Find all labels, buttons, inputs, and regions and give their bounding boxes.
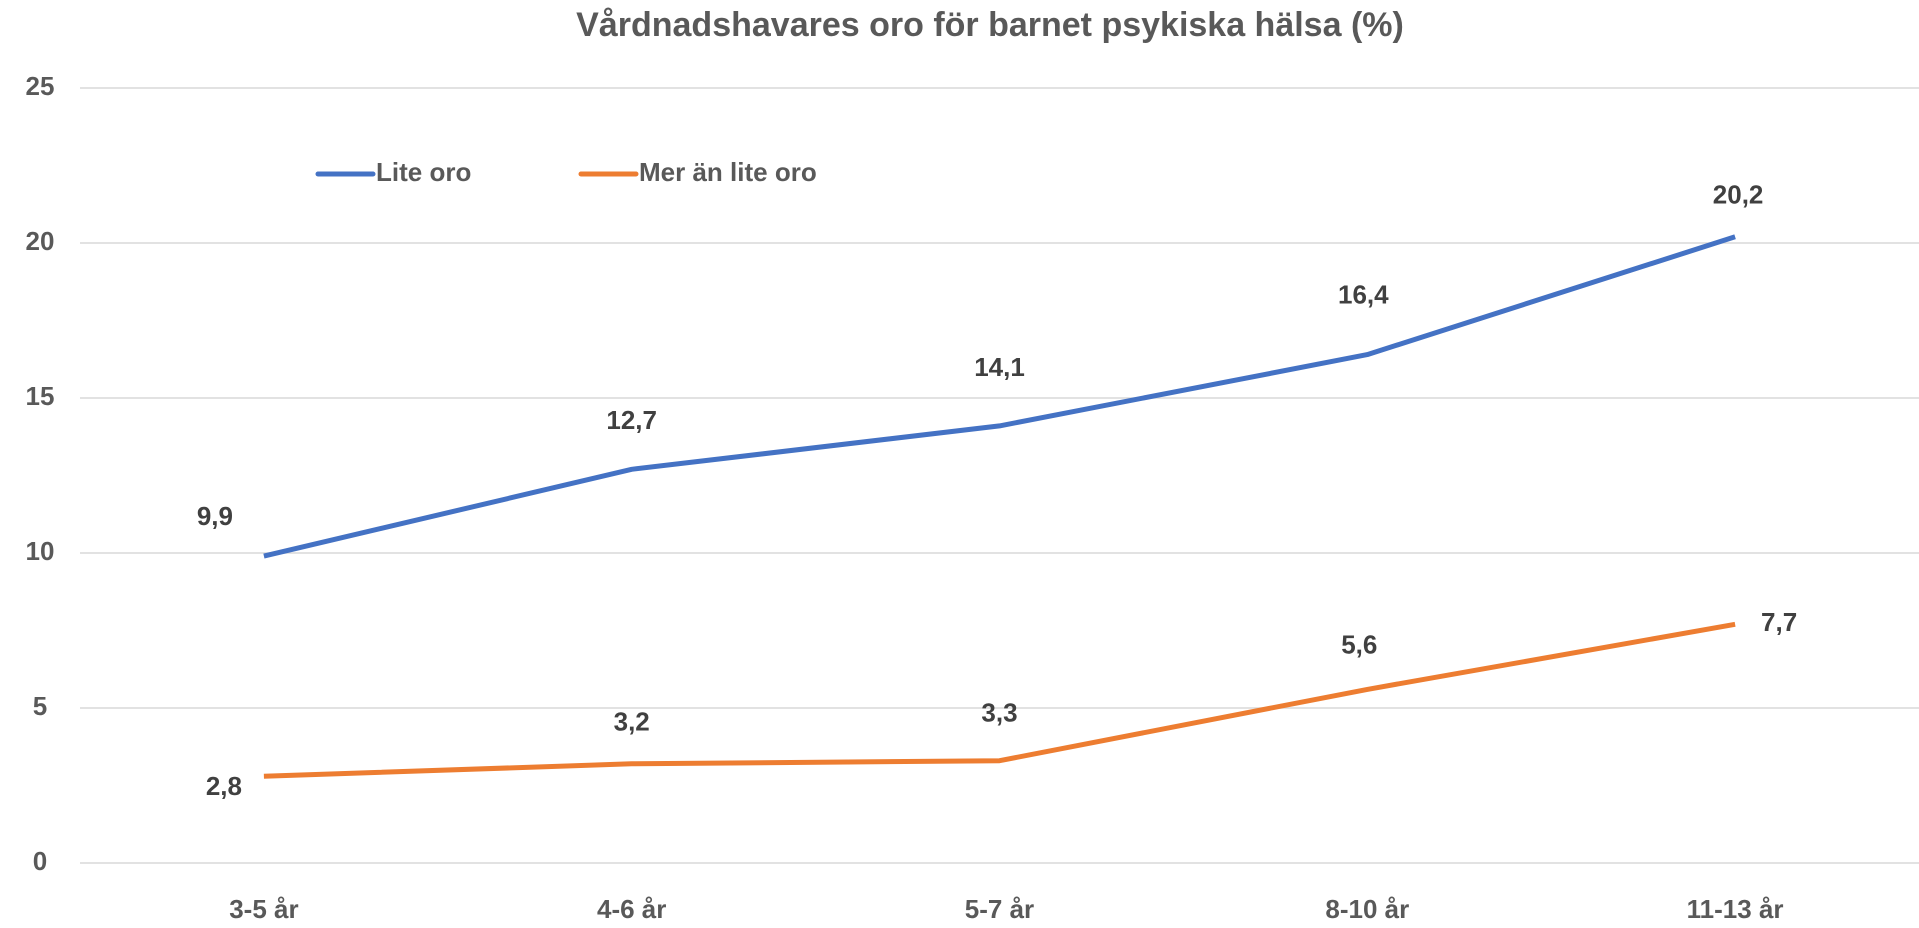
y-tick-label: 10 [26, 536, 55, 566]
y-tick-label: 20 [26, 226, 55, 256]
data-label: 3,3 [981, 698, 1017, 728]
y-tick-label: 15 [26, 381, 55, 411]
data-label: 3,2 [614, 707, 650, 737]
data-label: 5,6 [1341, 629, 1377, 659]
y-tick-label: 25 [26, 71, 55, 101]
x-tick-label: 4-6 år [597, 894, 666, 924]
x-tick-label: 11-13 år [1687, 894, 1784, 924]
data-label: 20,2 [1713, 180, 1764, 210]
data-label: 2,8 [206, 771, 242, 801]
data-label: 16,4 [1338, 279, 1389, 309]
y-tick-label: 5 [33, 691, 47, 721]
line-series [263, 234, 1736, 559]
legend-label: Mer än lite oro [639, 157, 817, 187]
y-tick-label: 0 [33, 846, 47, 876]
data-label: 12,7 [606, 405, 657, 435]
line-series [263, 621, 1736, 779]
data-label: 14,1 [974, 352, 1025, 382]
data-label: 7,7 [1761, 607, 1797, 637]
data-label: 9,9 [197, 501, 233, 531]
x-tick-label: 3-5 år [229, 894, 298, 924]
chart-title: Vårdnadshavares oro för barnet psykiska … [576, 6, 1404, 44]
legend-label: Lite oro [376, 157, 471, 187]
x-tick-label: 5-7 år [965, 894, 1034, 924]
x-tick-label: 8-10 år [1325, 894, 1409, 924]
